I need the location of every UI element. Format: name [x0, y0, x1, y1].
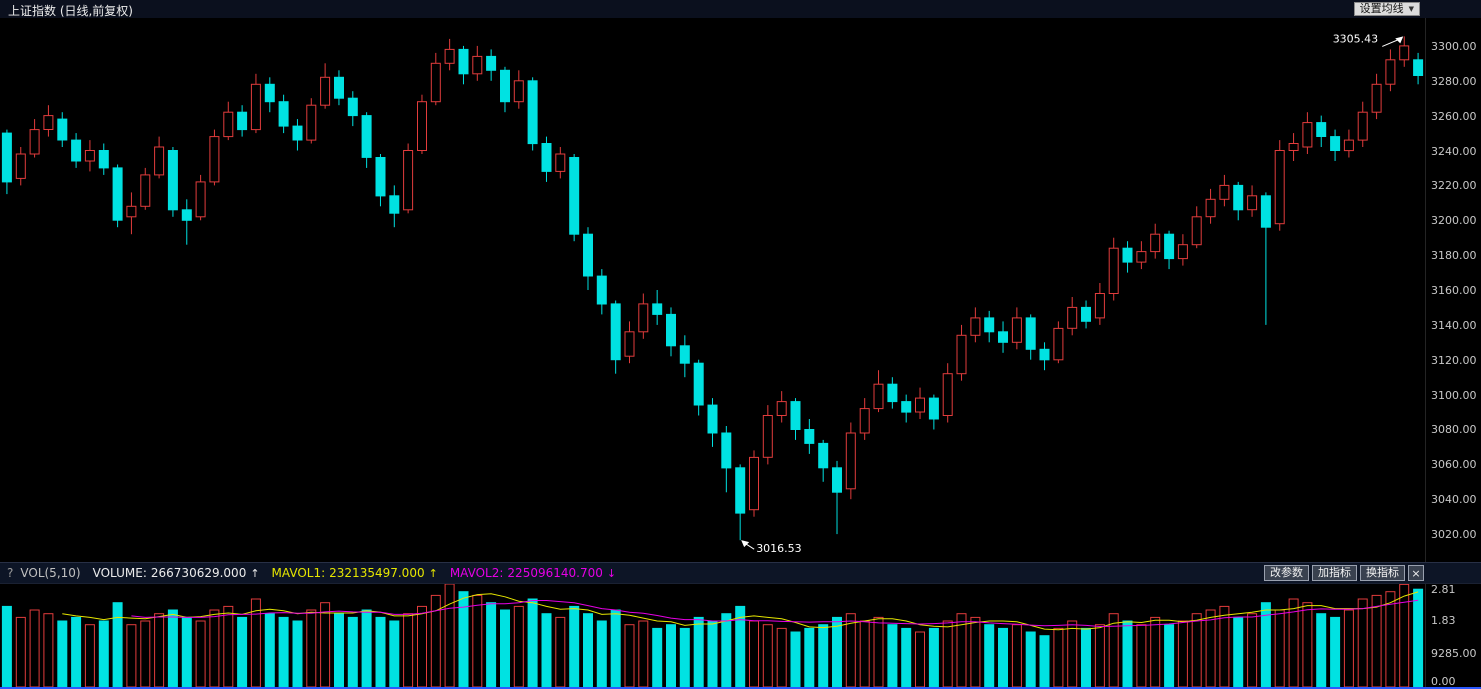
volume-pane: 2.81 1.83 9285.00 0.00: [0, 584, 1481, 687]
indicator-toolbar: 改参数 加指标 换指标 ×: [1264, 565, 1424, 581]
price-axis-label: 3200.00: [1431, 214, 1477, 228]
price-axis-label: 3300.00: [1431, 39, 1477, 53]
price-axis-label: 3260.00: [1431, 109, 1477, 123]
help-icon[interactable]: ?: [7, 566, 14, 580]
mavol2-trend-arrow-icon: ↓: [606, 566, 617, 580]
price-axis: 3300.00 3280.00 3260.00 3240.00 3220.00 3200.…: [1425, 18, 1481, 562]
price-chart[interactable]: 3305.43 3016.53: [0, 18, 1425, 562]
price-axis-label: 3060.00: [1431, 458, 1477, 472]
close-indicator-button[interactable]: ×: [1408, 565, 1424, 581]
volume-axis-label: 1.83: [1431, 613, 1456, 627]
bottom-border: [0, 687, 1481, 689]
volume-chart[interactable]: [0, 584, 1425, 687]
ma-settings-label: 设置均线: [1359, 2, 1404, 15]
price-axis-label: 3240.00: [1431, 144, 1477, 158]
mavol2-value: 225096140.700: [507, 566, 603, 580]
mavol1-trend-arrow-icon: ↑: [428, 566, 438, 580]
price-axis-label: 3220.00: [1431, 179, 1477, 193]
chart-title: 上证指数 (日线,前复权): [8, 4, 133, 18]
indicator-name: VOL(5,10): [20, 566, 81, 580]
price-axis-label: 3280.00: [1431, 74, 1477, 88]
volume-header: ? VOL(5,10) VOLUME: 266730629.000 ↑ MAVO…: [0, 562, 1481, 584]
price-axis-label: 3160.00: [1431, 284, 1477, 297]
change-params-button[interactable]: 改参数: [1264, 565, 1309, 581]
price-axis-label: 3180.00: [1431, 249, 1477, 263]
volume-value: 266730629.000: [150, 566, 247, 580]
switch-indicator-button[interactable]: 换指标: [1360, 565, 1405, 581]
volume-trend-arrow-icon: ↑: [250, 566, 260, 580]
high-annotation: 3305.43: [1333, 32, 1379, 45]
mavol1-value: 232135497.000: [329, 566, 425, 580]
ma-settings-button[interactable]: 设置均线 ▼: [1353, 2, 1420, 16]
volume-label: VOLUME:: [92, 566, 147, 580]
titlebar: 上证指数 (日线,前复权) 设置均线 ▼: [0, 0, 1481, 18]
volume-axis-label: 2.81: [1431, 583, 1456, 596]
mavol2-line: [131, 599, 1419, 628]
mavol2-label: MAVOL2:: [449, 566, 504, 580]
price-pane: 3305.43 3016.53 3300.00 3280.00 3260.00 3240…: [0, 18, 1481, 562]
price-axis-label: 3020.00: [1431, 528, 1477, 542]
price-axis-label: 3120.00: [1431, 353, 1477, 367]
volume-axis: 2.81 1.83 9285.00 0.00: [1425, 584, 1481, 687]
add-indicator-button[interactable]: 加指标: [1312, 565, 1357, 581]
volume-axis-label: 0.00: [1431, 675, 1456, 688]
mavol1-line: [62, 591, 1419, 631]
price-axis-label: 3140.00: [1431, 318, 1477, 332]
mavol1-label: MAVOL1:: [271, 566, 326, 580]
low-annotation: 3016.53: [756, 542, 802, 555]
price-axis-label: 3040.00: [1431, 493, 1477, 507]
volume-axis-label: 9285.00: [1431, 646, 1477, 660]
chevron-down-icon: ▼: [1408, 5, 1414, 13]
price-axis-label: 3080.00: [1431, 423, 1477, 437]
price-axis-label: 3100.00: [1431, 388, 1477, 402]
